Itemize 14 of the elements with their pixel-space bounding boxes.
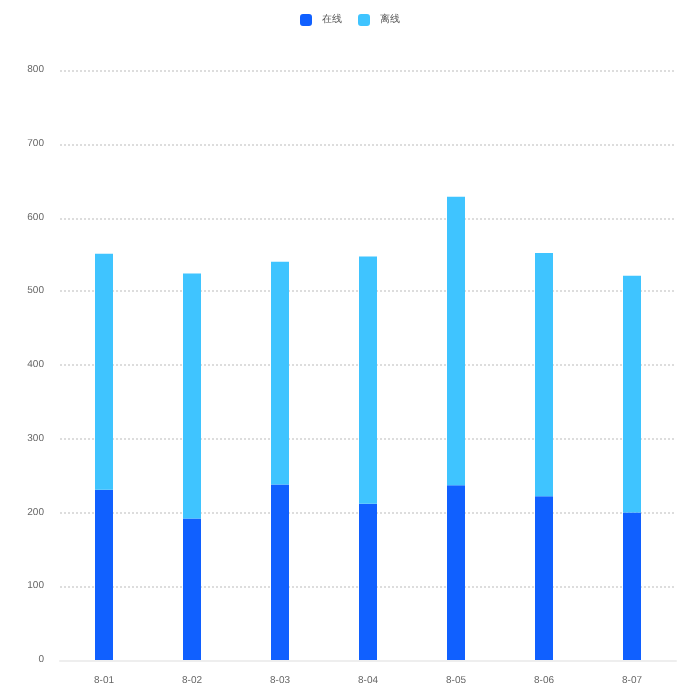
bar [535, 496, 553, 660]
bar [535, 252, 553, 497]
bar [623, 275, 641, 513]
bar [271, 484, 289, 660]
bar [359, 256, 377, 504]
bar [447, 485, 465, 660]
bar [95, 253, 113, 490]
bar [359, 503, 377, 660]
bar [623, 512, 641, 660]
bar [271, 261, 289, 485]
bar [183, 273, 201, 519]
bar [447, 196, 465, 486]
bar [183, 518, 201, 660]
bar [95, 489, 113, 660]
